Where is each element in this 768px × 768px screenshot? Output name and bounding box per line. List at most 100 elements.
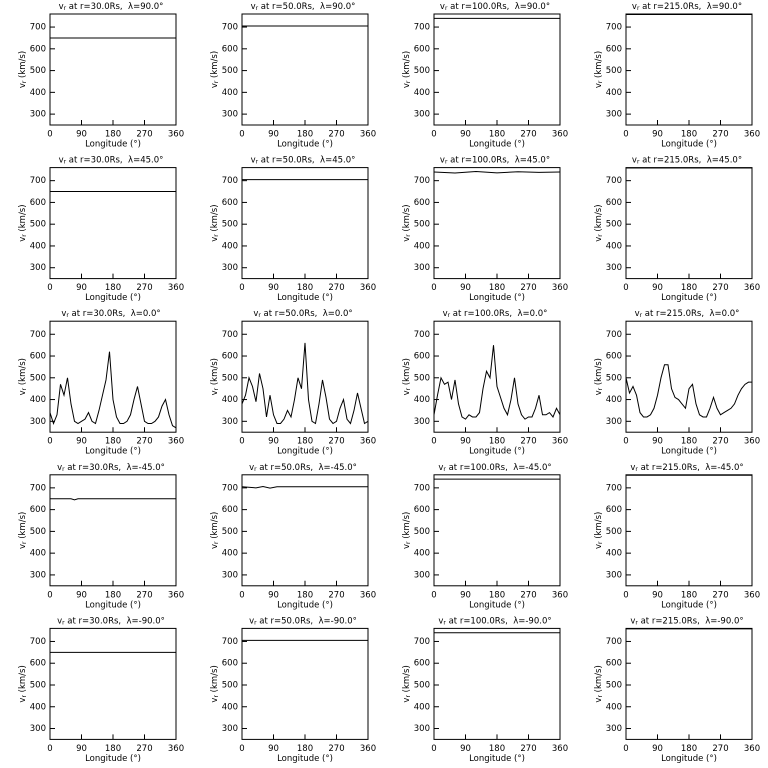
y-axis-label-var: v	[402, 698, 412, 703]
y-tick-label: 700	[606, 176, 622, 186]
chart-title-var: v	[251, 155, 256, 165]
data-line	[49, 351, 177, 429]
y-axis-label-sub: r	[597, 695, 604, 698]
y-tick-label: 500	[606, 373, 622, 383]
y-tick-label: 500	[30, 373, 46, 383]
chart-title-sub: r	[637, 158, 640, 165]
chart-title: vr at r=50.0Rs, λ=0.0°	[253, 309, 352, 319]
x-tick-label: 0	[623, 130, 628, 140]
chart-title: vr at r=50.0Rs, λ=45.0°	[251, 155, 356, 165]
y-axis-label-sub: r	[213, 387, 220, 390]
chart-title-var: v	[440, 2, 445, 12]
y-axis-label-var: v	[210, 237, 220, 242]
chart-title-sub: r	[254, 619, 257, 626]
y-axis-label-text: (km/s)	[18, 204, 28, 234]
x-axis-label: Longitude (°)	[469, 754, 525, 764]
x-axis-label: Longitude (°)	[85, 140, 141, 150]
x-tick-label: 180	[105, 744, 121, 754]
y-axis-label-text: (km/s)	[210, 665, 220, 695]
y-axis-label-var: v	[18, 698, 28, 703]
data-line	[241, 486, 368, 489]
chart-title-text: at r=50.0Rs, λ=-90.0°	[257, 616, 357, 626]
y-axis-label-var: v	[402, 83, 412, 88]
plot-frame	[625, 13, 753, 126]
x-tick-label: 90	[268, 130, 279, 140]
y-tick-label: 500	[414, 220, 430, 230]
y-tick-label: 600	[222, 505, 238, 515]
y-tick-label: 300	[414, 263, 430, 273]
chart-title-var: v	[443, 309, 448, 319]
x-tick-label: 0	[431, 283, 436, 293]
x-tick-label: 360	[744, 590, 760, 600]
y-axis-label-text: (km/s)	[18, 51, 28, 81]
y-tick-label: 300	[222, 724, 238, 734]
y-axis-label-sub: r	[597, 387, 604, 390]
y-axis-label-sub: r	[405, 695, 412, 698]
y-axis-label-sub: r	[405, 541, 412, 544]
data-line	[625, 364, 752, 418]
x-tick-label: 90	[460, 283, 471, 293]
y-tick-label: 300	[222, 263, 238, 273]
y-tick-label: 700	[222, 330, 238, 340]
y-axis-label: vr (km/s)	[402, 358, 412, 395]
x-tick-label: 270	[712, 744, 728, 754]
y-tick-label: 500	[606, 220, 622, 230]
y-tick-label: 300	[606, 417, 622, 427]
x-tick-label: 90	[460, 590, 471, 600]
plot-frame	[625, 627, 753, 740]
y-tick-label: 300	[606, 724, 622, 734]
chart-title-text: at r=50.0Rs, λ=0.0°	[261, 309, 353, 319]
y-axis-label-text: (km/s)	[210, 512, 220, 542]
y-axis-label-var: v	[210, 544, 220, 549]
x-tick-label: 90	[76, 283, 87, 293]
chart-title: vr at r=100.0Rs, λ=90.0°	[440, 2, 550, 12]
chart-title-text: at r=215.0Rs, λ=45.0°	[639, 155, 742, 165]
y-axis-label: vr (km/s)	[402, 51, 412, 88]
x-tick-label: 270	[328, 283, 344, 293]
y-axis-label-var: v	[18, 390, 28, 395]
x-tick-label: 0	[431, 590, 436, 600]
x-axis-label: Longitude (°)	[85, 754, 141, 764]
x-axis-label: Longitude (°)	[661, 600, 717, 610]
y-axis-label-text: (km/s)	[402, 665, 412, 695]
x-tick-label: 360	[744, 130, 760, 140]
y-tick-label: 500	[222, 527, 238, 537]
data-line	[241, 342, 369, 425]
y-axis-label-sub: r	[21, 234, 28, 237]
chart-title-sub: r	[66, 312, 69, 319]
chart-title: vr at r=50.0Rs, λ=-90.0°	[249, 616, 357, 626]
x-tick-label: 180	[297, 130, 313, 140]
y-tick-label: 400	[222, 549, 238, 559]
y-tick-label: 700	[30, 23, 46, 33]
x-axis-label: Longitude (°)	[661, 447, 717, 457]
x-tick-label: 90	[76, 590, 87, 600]
x-tick-label: 0	[239, 590, 244, 600]
x-tick-label: 360	[168, 590, 184, 600]
y-axis-label: vr (km/s)	[210, 204, 220, 241]
y-tick-label: 400	[222, 88, 238, 98]
x-tick-label: 180	[297, 590, 313, 600]
y-tick-label: 400	[606, 88, 622, 98]
plot-frame	[241, 320, 369, 433]
plot-frame	[433, 627, 561, 740]
chart-title-var: v	[249, 462, 254, 472]
chart-title: vr at r=215.0Rs, λ=-45.0°	[630, 462, 743, 472]
plot-frame	[241, 13, 369, 126]
y-axis-label-text: (km/s)	[594, 204, 604, 234]
chart-title-sub: r	[256, 5, 259, 12]
y-tick-label: 400	[414, 241, 430, 251]
y-tick-label: 500	[606, 680, 622, 690]
chart-title: vr at r=215.0Rs, λ=-90.0°	[630, 616, 743, 626]
y-axis-label-text: (km/s)	[402, 358, 412, 388]
y-tick-label: 700	[222, 176, 238, 186]
x-tick-label: 90	[268, 283, 279, 293]
y-axis-label-var: v	[210, 83, 220, 88]
x-tick-label: 90	[76, 130, 87, 140]
y-tick-label: 300	[30, 110, 46, 120]
y-axis-label-var: v	[402, 237, 412, 242]
chart-title-text: at r=50.0Rs, λ=-45.0°	[257, 462, 357, 472]
y-axis-label: vr (km/s)	[402, 512, 412, 549]
x-tick-label: 270	[328, 590, 344, 600]
chart-title: vr at r=50.0Rs, λ=90.0°	[251, 2, 356, 12]
x-tick-label: 180	[681, 437, 697, 447]
